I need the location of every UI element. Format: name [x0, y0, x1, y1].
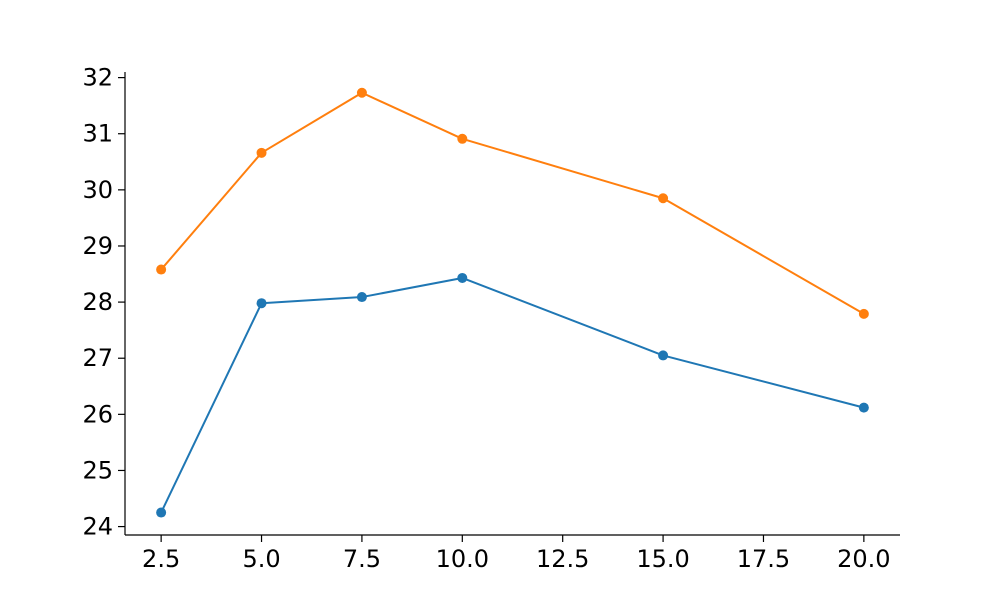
- y-tick-label: 32: [82, 64, 113, 92]
- y-tick-label: 26: [82, 400, 113, 428]
- x-tick-label: 2.5: [142, 545, 180, 573]
- series-2-point: [658, 193, 669, 204]
- y-tick-label: 24: [82, 513, 113, 541]
- series-2-point: [156, 264, 167, 275]
- y-axis-ticks: 24 25 26 27 28 29 30 31 32: [82, 64, 125, 541]
- x-tick-label: 10.0: [436, 545, 489, 573]
- x-tick-label: 12.5: [536, 545, 589, 573]
- series-1-line: [160, 276, 865, 513]
- series-2-point: [457, 133, 468, 144]
- x-axis-ticks: 2.5 5.0 7.5 10.0 12.5 15.0 17.5 20.0: [142, 535, 891, 573]
- x-tick-label: 7.5: [343, 545, 381, 573]
- series-2-point: [256, 147, 267, 158]
- y-tick-label: 30: [82, 176, 113, 204]
- x-tick-label: 5.0: [242, 545, 280, 573]
- series-1-point: [658, 350, 669, 361]
- series-1-point: [256, 298, 267, 309]
- series-2-line: [160, 91, 865, 315]
- series-1-point: [356, 292, 367, 303]
- series-1: [156, 272, 869, 518]
- y-tick-label: 29: [82, 232, 113, 260]
- series-1-point: [156, 507, 167, 518]
- y-tick-label: 28: [82, 288, 113, 316]
- x-tick-label: 15.0: [636, 545, 689, 573]
- x-tick-label: 20.0: [837, 545, 890, 573]
- x-tick-label: 17.5: [737, 545, 790, 573]
- y-tick-label: 31: [82, 120, 113, 148]
- series-layer: [156, 87, 869, 518]
- y-tick-label: 27: [82, 344, 113, 372]
- series-2: [156, 87, 869, 319]
- series-1-point: [858, 402, 869, 413]
- series-1-point: [457, 272, 468, 283]
- series-2-point: [356, 87, 367, 98]
- y-tick-label: 25: [82, 456, 113, 484]
- series-2-point: [858, 308, 869, 319]
